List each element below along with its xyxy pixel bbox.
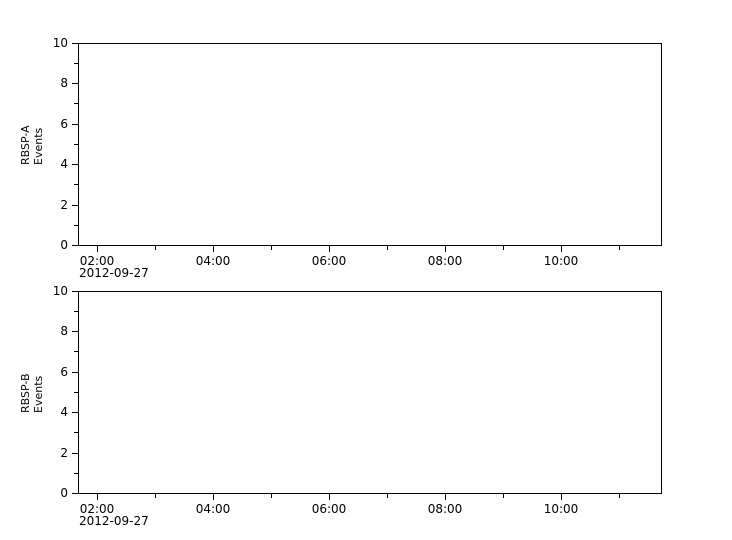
y-tick-minor (74, 225, 78, 226)
y-tick-label: 6 (60, 365, 68, 379)
y-tick-minor (74, 144, 78, 145)
y-tick-major (72, 412, 78, 413)
plot-area-rbsp-b[interactable] (78, 291, 662, 494)
y-tick-major (72, 493, 78, 494)
y-tick-label: 2 (60, 446, 68, 460)
x-tick-label: 06:00 (311, 502, 347, 516)
x-tick-minor (387, 246, 388, 250)
x-tick-minor (387, 494, 388, 498)
x-tick-major (561, 494, 562, 500)
y-tick-label: 8 (60, 324, 68, 338)
y-tick-label: 0 (60, 486, 68, 500)
x-tick-label: 10:00 (543, 502, 579, 516)
y-tick-label: 6 (60, 117, 68, 131)
y-tick-label: 10 (52, 284, 68, 298)
x-tick-major (97, 494, 98, 500)
x-tick-label: 02:00 (79, 254, 115, 268)
y-tick-major (72, 245, 78, 246)
x-tick-major (213, 494, 214, 500)
y-tick-major (72, 83, 78, 84)
y-tick-label: 4 (60, 157, 68, 171)
plot-area-rbsp-a[interactable] (78, 43, 662, 246)
x-tick-major (213, 246, 214, 252)
y-tick-label: 8 (60, 76, 68, 90)
y-axis-title-line1-rbsp-a: RBSP-A (19, 125, 32, 165)
x-tick-minor (155, 246, 156, 250)
x-tick-major (561, 246, 562, 252)
x-axis-date-label: 2012-09-27 (79, 514, 149, 528)
x-tick-major (445, 494, 446, 500)
y-tick-minor (74, 473, 78, 474)
y-tick-major (72, 372, 78, 373)
x-tick-major (97, 246, 98, 252)
y-tick-major (72, 164, 78, 165)
x-tick-label: 04:00 (195, 254, 231, 268)
x-tick-label: 08:00 (427, 254, 463, 268)
x-tick-label: 06:00 (311, 254, 347, 268)
x-tick-major (445, 246, 446, 252)
y-tick-minor (74, 432, 78, 433)
x-tick-minor (503, 494, 504, 498)
x-tick-minor (503, 246, 504, 250)
x-tick-minor (271, 246, 272, 250)
y-tick-minor (74, 184, 78, 185)
y-tick-minor (74, 392, 78, 393)
x-tick-minor (271, 494, 272, 498)
y-tick-major (72, 291, 78, 292)
x-tick-major (329, 494, 330, 500)
x-tick-label: 08:00 (427, 502, 463, 516)
y-tick-minor (74, 351, 78, 352)
x-tick-label: 02:00 (79, 502, 115, 516)
y-tick-major (72, 331, 78, 332)
x-tick-major (329, 246, 330, 252)
x-tick-minor (155, 494, 156, 498)
y-tick-minor (74, 311, 78, 312)
y-tick-minor (74, 63, 78, 64)
y-tick-major (72, 205, 78, 206)
x-axis-date-label: 2012-09-27 (79, 266, 149, 280)
y-tick-major (72, 43, 78, 44)
y-tick-label: 10 (52, 36, 68, 50)
y-axis-title-line1-rbsp-b: RBSP-B (19, 373, 32, 414)
y-tick-major (72, 124, 78, 125)
x-tick-minor (619, 494, 620, 498)
x-tick-label: 04:00 (195, 502, 231, 516)
y-tick-label: 2 (60, 198, 68, 212)
y-tick-label: 0 (60, 238, 68, 252)
x-tick-minor (619, 246, 620, 250)
y-tick-major (72, 453, 78, 454)
y-tick-label: 4 (60, 405, 68, 419)
y-tick-minor (74, 103, 78, 104)
x-tick-label: 10:00 (543, 254, 579, 268)
